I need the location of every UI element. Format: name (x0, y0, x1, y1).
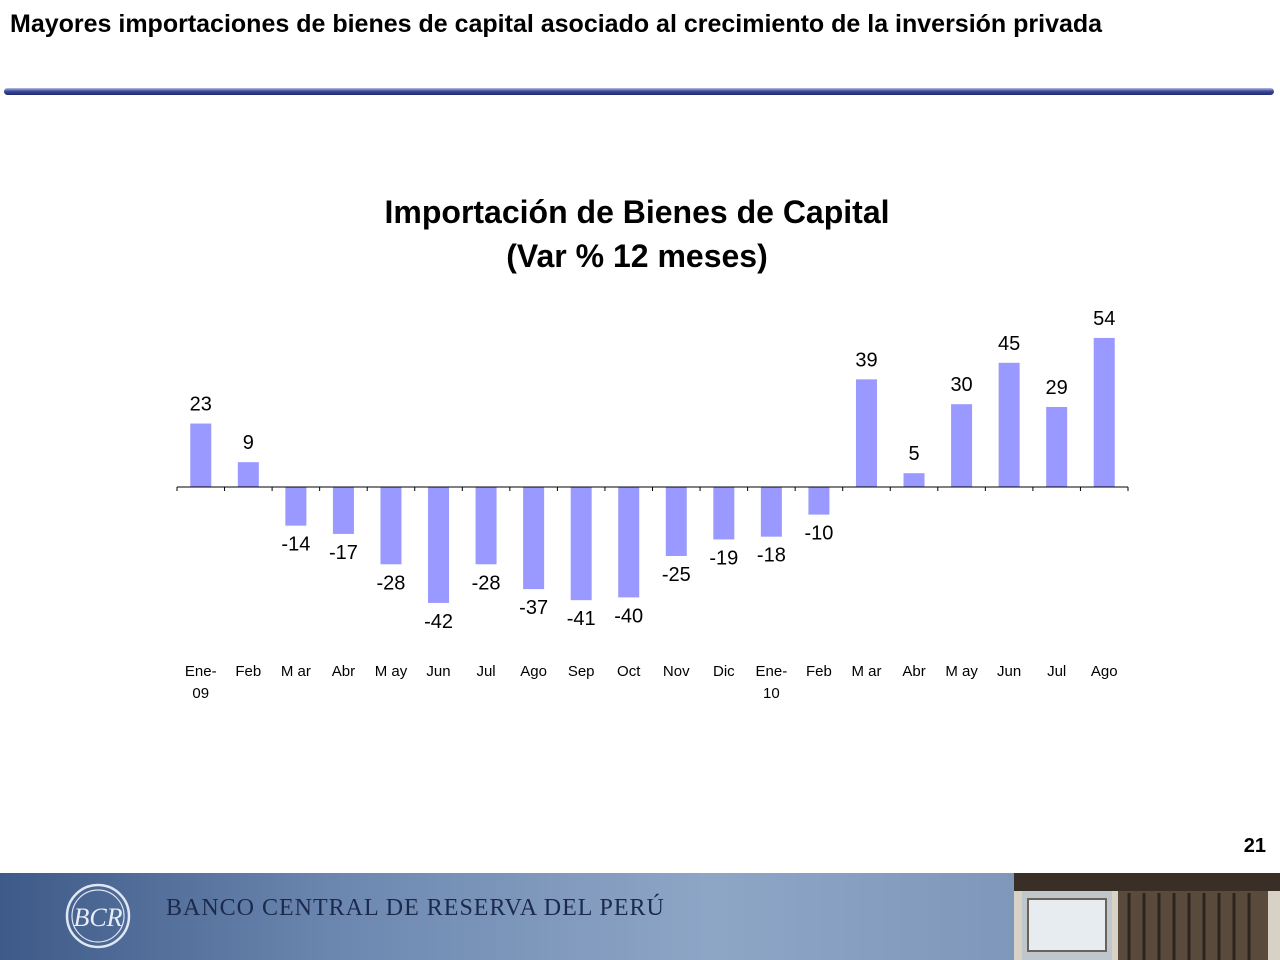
bar-8 (570, 487, 592, 601)
bar-19 (1093, 337, 1115, 487)
tick-label-16: M ay (945, 663, 978, 680)
tick-label-12-line2: 10 (763, 685, 780, 702)
bar-9 (618, 487, 640, 598)
data-label-13: -10 (804, 523, 833, 545)
tick-label-8: Sep (568, 663, 595, 680)
bar-series (190, 337, 1115, 603)
bar-13 (808, 487, 830, 515)
tick-label-10: Nov (663, 663, 690, 680)
slide-title: Mayores importaciones de bienes de capit… (10, 10, 1103, 38)
bank-name: BANCO CENTRAL DE RESERVA DEL PERÚ (166, 895, 665, 921)
data-label-6: -28 (472, 572, 501, 594)
data-label-19: 54 (1093, 308, 1115, 330)
tick-label-0: Ene- (185, 663, 217, 680)
bar-15 (903, 473, 925, 487)
bar-16 (951, 404, 973, 487)
tick-label-1: Feb (235, 663, 261, 680)
data-label-0: 23 (190, 394, 212, 416)
title-divider (4, 88, 1274, 95)
data-label-17: 45 (998, 333, 1020, 355)
data-label-7: -37 (519, 597, 548, 619)
tick-label-7: Ago (520, 663, 547, 680)
data-label-11: -19 (709, 547, 738, 569)
tick-label-17: Jun (997, 663, 1021, 680)
bar-11 (713, 487, 735, 540)
svg-text:BCR: BCR (73, 903, 122, 932)
chart-subtitle: (Var % 12 meses) (506, 238, 768, 274)
tick-label-2: M ar (281, 663, 311, 680)
bar-4 (380, 487, 402, 565)
chart-title: Importación de Bienes de Capital (385, 194, 890, 230)
tick-label-12: Ene- (756, 663, 788, 680)
data-label-5: -42 (424, 611, 453, 633)
bar-18 (1046, 406, 1068, 487)
tick-label-13: Feb (806, 663, 832, 680)
bar-7 (523, 487, 545, 590)
tick-label-5: Jun (426, 663, 450, 680)
data-label-16: 30 (950, 374, 972, 396)
bar-0 (190, 423, 212, 487)
tick-label-19: Ago (1091, 663, 1118, 680)
data-labels: 23 9 -14 -17 -28 -42 -28 -37 -41 -40 -25 -19 -18 -10 3… (190, 308, 1116, 633)
data-label-10: -25 (662, 564, 691, 586)
bar-2 (285, 487, 307, 526)
tick-label-14: M ar (851, 663, 881, 680)
x-axis (176, 486, 1129, 491)
data-label-4: -28 (377, 572, 406, 594)
bar-6 (475, 487, 497, 565)
data-label-2: -14 (281, 534, 310, 556)
data-label-9: -40 (614, 605, 643, 627)
data-label-3: -17 (329, 542, 358, 564)
tick-label-15: Abr (902, 663, 925, 680)
x-tick-labels: Ene- 09 Feb M ar Abr M ay Jun Jul Ago Sep Oct Nov Di… (185, 663, 1118, 702)
data-label-1: 9 (243, 432, 254, 454)
building-photo (1014, 873, 1280, 960)
bar-17 (998, 362, 1020, 487)
tick-label-0-line2: 09 (192, 685, 209, 702)
tick-label-18: Jul (1047, 663, 1066, 680)
tick-label-3: Abr (332, 663, 355, 680)
bar-10 (665, 487, 687, 556)
bar-1 (237, 462, 259, 487)
footer-banner (0, 873, 1014, 960)
bar-chart: Importación de Bienes de Capital (Var % … (176, 194, 1129, 702)
bar-12 (760, 487, 782, 537)
tick-label-4: M ay (375, 663, 408, 680)
tick-label-11: Dic (713, 663, 735, 680)
tick-label-9: Oct (617, 663, 641, 680)
tick-label-6: Jul (476, 663, 495, 680)
bar-5 (428, 487, 450, 603)
data-label-12: -18 (757, 545, 786, 567)
data-label-15: 5 (908, 443, 919, 465)
data-label-8: -41 (567, 608, 596, 630)
data-label-18: 29 (1046, 377, 1068, 399)
page-number: 21 (1243, 835, 1266, 857)
bar-3 (332, 487, 354, 534)
bcrp-logo: BCR (65, 883, 131, 949)
bar-14 (855, 379, 877, 487)
data-label-14: 39 (855, 349, 877, 371)
